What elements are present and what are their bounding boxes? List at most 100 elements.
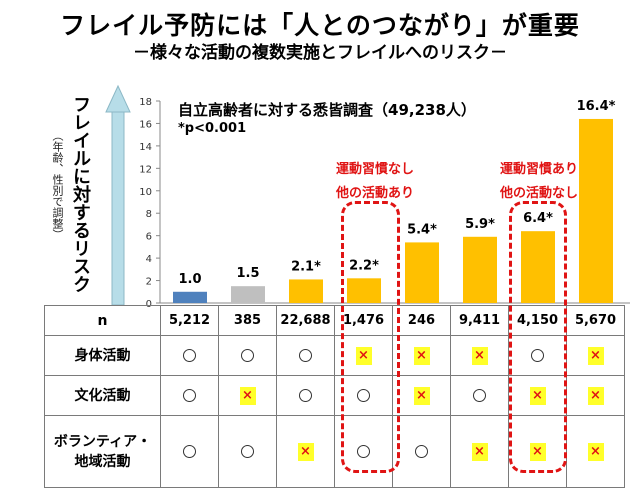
row-header-n: n	[44, 305, 161, 336]
n-value-cell: 385	[218, 305, 277, 336]
bar	[231, 286, 265, 303]
table-row-n: n 5,212 385 22,688 1,476 246 9,411 4,150 5,670	[44, 305, 625, 336]
survey-label: 自立高齢者に対する悉皆調査（49,238人）	[178, 101, 476, 119]
mark-cell	[160, 415, 219, 488]
row-header-line: 文化活動	[74, 387, 131, 404]
y-tick-label: 8	[146, 209, 152, 220]
circle-mark-icon	[299, 389, 312, 402]
mark-cell	[334, 375, 393, 416]
row-header: 文化活動	[44, 375, 161, 416]
cross-mark-icon: ×	[471, 346, 488, 365]
mark-cell: ×	[392, 375, 451, 416]
data-label: 5.4*	[407, 222, 437, 237]
n-value-cell: 22,688	[276, 305, 335, 336]
cross-mark-icon: ×	[587, 442, 604, 461]
cross-mark-icon: ×	[355, 346, 372, 365]
y-tick-label: 18	[139, 97, 152, 108]
mark-cell: ×	[566, 415, 625, 488]
annotation-line: 運動習慣あり	[499, 162, 578, 177]
circle-mark-icon	[473, 389, 486, 402]
activity-table: n 5,212 385 22,688 1,476 246 9,411 4,150 5,670 身体…	[44, 305, 625, 488]
y-tick-label: 6	[146, 232, 152, 243]
data-label: 2.2*	[349, 258, 379, 273]
page-title: フレイル予防には「人とのつながり」が重要	[60, 11, 580, 40]
axis-arrow-shaft	[111, 109, 125, 306]
mark-cell	[218, 335, 277, 376]
data-label: 1.5	[236, 266, 259, 281]
bar	[347, 278, 381, 303]
cross-mark-icon: ×	[587, 386, 604, 405]
circle-mark-icon	[415, 445, 428, 458]
mark-cell	[276, 375, 335, 416]
n-value-cell: 5,670	[566, 305, 625, 336]
mark-cell	[450, 375, 509, 416]
bar-chart: 0 2 4 6 8 10 12 14 16 18 1.0 1.5 2.1* 2.2* 5.4* 5.9* 6.…	[105, 84, 630, 310]
circle-mark-icon	[183, 445, 196, 458]
circle-mark-icon	[183, 349, 196, 362]
y-axis-label: フレイルに対するリスク	[70, 95, 91, 293]
bar	[521, 231, 555, 303]
mark-cell: ×	[566, 335, 625, 376]
mark-cell	[218, 415, 277, 488]
y-tick-label: 12	[139, 164, 152, 175]
row-header-line: 身体活動	[74, 347, 131, 364]
cross-mark-icon: ×	[529, 386, 546, 405]
mark-cell: ×	[508, 375, 567, 416]
data-label: 5.9*	[465, 217, 495, 232]
annotation-no-exercise: 運動習慣なし 他の活動あり	[310, 158, 440, 206]
data-label: 16.4*	[577, 99, 616, 114]
bar	[405, 242, 439, 303]
mark-cell: ×	[450, 415, 509, 488]
circle-mark-icon	[531, 349, 544, 362]
mark-cell: ×	[218, 375, 277, 416]
n-value-cell: 1,476	[334, 305, 393, 336]
y-axis-sublabel: （年齢、性別で調整）	[51, 130, 64, 240]
y-tick-label: 14	[139, 142, 152, 153]
page-subtitle: －様々な活動の複数実施とフレイルへのリスク－	[133, 43, 507, 63]
mark-cell: ×	[508, 415, 567, 488]
mark-cell: ×	[392, 335, 451, 376]
circle-mark-icon	[357, 389, 370, 402]
bar	[579, 118, 613, 303]
n-value-cell: 5,212	[160, 305, 219, 336]
circle-mark-icon	[183, 389, 196, 402]
mark-cell	[276, 335, 335, 376]
annotation-line: 他の活動なし	[499, 186, 578, 201]
cross-mark-icon: ×	[413, 346, 430, 365]
bar	[289, 279, 323, 303]
annotation-line: 他の活動あり	[335, 186, 414, 201]
bar	[173, 291, 207, 303]
mark-cell	[160, 375, 219, 416]
axis-arrow-head	[105, 84, 131, 113]
circle-mark-icon	[299, 349, 312, 362]
cross-mark-icon: ×	[413, 386, 430, 405]
cross-mark-icon: ×	[529, 442, 546, 461]
y-tick-label: 16	[139, 119, 152, 130]
n-value-cell: 246	[392, 305, 451, 336]
n-value-cell: 4,150	[508, 305, 567, 336]
mark-cell	[160, 335, 219, 376]
mark-cell: ×	[334, 335, 393, 376]
p-value-note: *p<0.001	[178, 121, 247, 136]
y-tick-label: 4	[146, 254, 152, 265]
row-header-line: 地域活動	[74, 453, 131, 470]
mark-cell: ×	[450, 335, 509, 376]
circle-mark-icon	[241, 445, 254, 458]
cross-mark-icon: ×	[297, 442, 314, 461]
bar	[463, 236, 497, 303]
data-label: 2.1*	[291, 259, 321, 274]
data-label: 6.4*	[523, 211, 553, 226]
table-row: ボランティア・ 地域活動 × × × ×	[44, 415, 625, 488]
y-tick-label: 0	[146, 299, 152, 310]
table-row: 身体活動 × × × ×	[44, 335, 625, 376]
table-row: 文化活動 × × × ×	[44, 375, 625, 416]
cross-mark-icon: ×	[471, 442, 488, 461]
data-label: 1.0	[178, 272, 201, 287]
annotation-line: 運動習慣なし	[335, 162, 414, 177]
y-tick-label: 2	[146, 277, 152, 288]
circle-mark-icon	[357, 445, 370, 458]
mark-cell	[508, 335, 567, 376]
cross-mark-icon: ×	[587, 346, 604, 365]
annotation-exercise-only: 運動習慣あり 他の活動なし	[474, 158, 604, 206]
mark-cell: ×	[276, 415, 335, 488]
